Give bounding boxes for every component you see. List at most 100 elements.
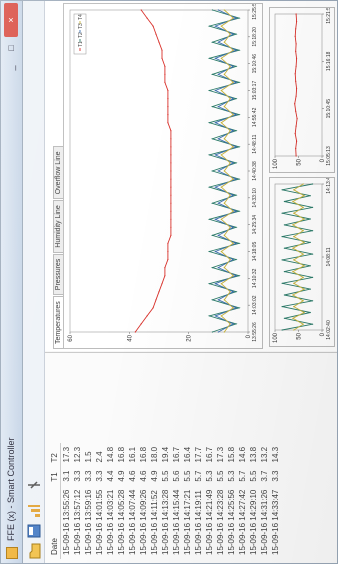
data-point <box>211 41 213 43</box>
table-cell: 3.3 <box>95 470 104 482</box>
table-cell: 14.3 <box>271 446 280 463</box>
series-line <box>291 183 306 331</box>
legend-label: T1 <box>78 41 84 47</box>
data-point <box>220 154 222 156</box>
x-tick-label: 15:03:17 <box>252 81 258 101</box>
y-tick-label: 0 <box>320 332 326 336</box>
x-tick-label: 14:18:05 <box>252 242 258 262</box>
chart-tab[interactable]: Overflow Line <box>53 146 63 200</box>
data-point <box>232 130 234 132</box>
data-point <box>208 25 210 27</box>
data-point <box>303 241 305 243</box>
table-cell: 15-09-16 14:09:26 <box>139 489 148 555</box>
data-point <box>217 202 219 204</box>
chart-tab[interactable]: Pressures <box>53 253 63 296</box>
data-point <box>208 186 210 188</box>
data-point <box>217 138 219 140</box>
x-tick-label: 15:10:45 <box>326 99 332 119</box>
table-row[interactable]: 15-09-16 13:55:26 3.1 17.3 <box>61 443 73 559</box>
data-point <box>214 154 216 156</box>
data-point <box>312 183 314 185</box>
data-point <box>238 178 240 180</box>
data-table: Date T1 T2 15-09-16 13:55:26 3.1 17.3 15-09-1… <box>49 442 281 559</box>
table-cell: 3.7 <box>260 470 269 482</box>
settings-icon[interactable] <box>26 477 42 493</box>
table-header-cell[interactable]: T2 <box>49 442 61 467</box>
table-row[interactable]: 15-09-16 14:27:42 5.7 14.6 <box>237 443 248 559</box>
data-point <box>214 122 216 124</box>
data-point <box>281 305 283 308</box>
data-point <box>232 65 234 67</box>
table-header-cell[interactable]: Date <box>49 485 61 559</box>
data-point <box>312 276 314 278</box>
data-point <box>294 73 296 75</box>
table-row[interactable]: 15-09-16 14:17:21 5.5 16.4 <box>182 443 193 559</box>
data-point <box>312 230 314 232</box>
data-point <box>167 98 169 100</box>
data-point <box>232 194 234 196</box>
table-row[interactable]: 15-09-16 14:15:44 5.6 16.7 <box>171 443 182 559</box>
data-point <box>294 35 296 37</box>
app-icon <box>6 547 18 559</box>
table-cell: 4.9 <box>117 470 126 482</box>
data-point <box>281 329 283 331</box>
x-tick-label: 14:13:43 <box>326 178 332 194</box>
table-row[interactable]: 15-09-16 14:05:28 4.9 16.8 <box>116 443 127 559</box>
table-row[interactable]: 15-09-16 13:59:16 3.3 1.5 <box>83 443 94 559</box>
plot-area <box>274 13 323 157</box>
table-row[interactable]: 15-09-16 14:31:26 3.7 13.2 <box>259 443 270 559</box>
data-point <box>238 210 240 212</box>
data-point <box>232 98 234 100</box>
table-row[interactable]: 15-09-16 14:21:49 5.3 16.7 <box>204 443 215 559</box>
data-point <box>303 288 305 290</box>
data-point <box>292 224 294 226</box>
table-header-cell[interactable]: T1 <box>49 466 61 486</box>
table-row[interactable]: 15-09-16 14:25:56 5.3 15.8 <box>226 443 237 559</box>
minimize-button[interactable]: _ <box>6 65 16 71</box>
data-point <box>293 189 295 191</box>
data-point <box>238 81 240 83</box>
chart-tab[interactable]: Temperatures <box>53 296 63 349</box>
data-point <box>223 331 225 333</box>
data-point <box>170 218 172 220</box>
table-row[interactable]: 15-09-16 14:11:52 4.9 18.0 <box>149 443 160 559</box>
close-button[interactable]: × <box>4 3 18 37</box>
x-tick-label: 15:05:13 <box>326 146 332 166</box>
table-cell: 13.8 <box>249 446 258 463</box>
table-row[interactable]: 15-09-16 13:57:12 3.3 12.3 <box>72 443 83 559</box>
maximize-button[interactable]: □ <box>6 45 16 51</box>
table-cell: 16.8 <box>117 446 126 463</box>
data-point <box>229 194 231 196</box>
folder-icon[interactable] <box>26 543 42 559</box>
table-row[interactable]: 15-09-16 14:19:11 5.7 17.7 <box>193 443 204 559</box>
data-point <box>312 206 314 208</box>
chart-icon[interactable] <box>26 503 42 519</box>
data-point <box>232 323 234 325</box>
data-point <box>281 235 283 238</box>
table-row[interactable]: 15-09-16 14:23:28 5.5 17.3 <box>215 443 226 559</box>
table-row[interactable]: 15-09-16 14:09:26 4.6 16.8 <box>138 443 149 559</box>
table-cell: 15-09-16 14:01:55 <box>95 489 104 555</box>
data-point <box>223 138 225 140</box>
data-point <box>170 154 172 156</box>
table-cell: 15-09-16 13:55:26 <box>62 489 71 555</box>
data-point <box>211 138 213 140</box>
data-point <box>235 162 237 164</box>
table-cell: 15-09-16 13:59:16 <box>84 489 93 555</box>
table-cell: 5.5 <box>161 470 170 482</box>
data-point <box>295 95 297 97</box>
data-point <box>302 300 304 302</box>
table-row[interactable]: 15-09-16 14:13:28 5.5 19.4 <box>160 443 171 559</box>
table-row[interactable]: 15-09-16 14:01:55 3.3 2.4 <box>94 443 105 559</box>
save-icon[interactable] <box>26 523 42 539</box>
table-row[interactable]: 15-09-16 14:33:47 3.3 14.3 <box>270 443 281 559</box>
table-row[interactable]: 15-09-16 14:29:10 5.5 13.8 <box>248 443 259 559</box>
data-point <box>232 146 234 148</box>
data-point <box>238 17 240 19</box>
table-row[interactable]: 15-09-16 14:03:21 4.4 14.8 <box>105 443 116 559</box>
x-tick-label: 14:03:02 <box>252 295 258 315</box>
table-row[interactable]: 15-09-16 14:07:44 4.6 16.1 <box>127 443 138 559</box>
chart-tab[interactable]: Humidity Line <box>53 200 63 253</box>
data-point <box>170 186 172 188</box>
data-point <box>140 9 142 11</box>
